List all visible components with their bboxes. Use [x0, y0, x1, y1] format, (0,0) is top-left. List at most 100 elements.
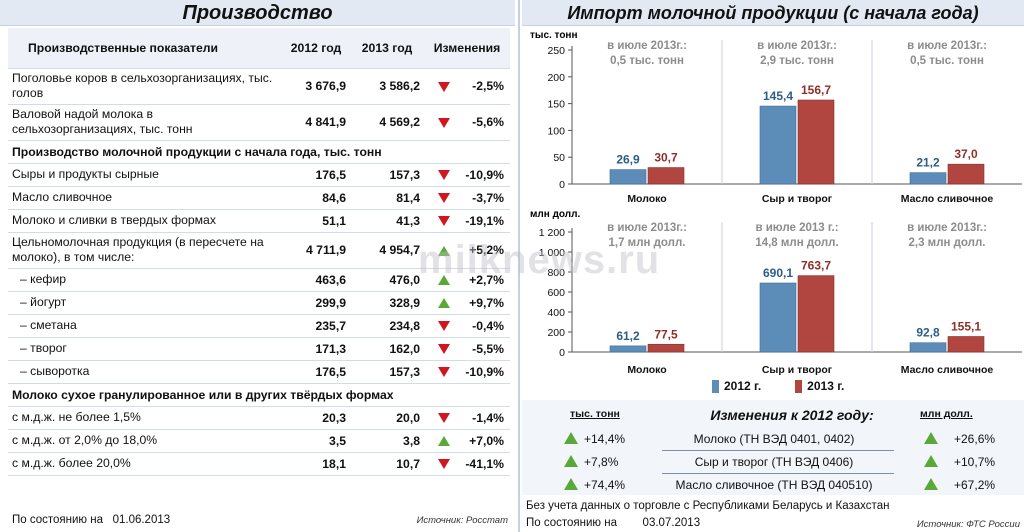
- bar-2013: [647, 343, 685, 353]
- changes-row: +14,4% Молоко (ТН ВЭД 0401, 0402) +26,6%: [522, 428, 1024, 450]
- changes-volume: +14,4%: [584, 432, 626, 446]
- bar-2012: [909, 172, 947, 185]
- down-arrow-icon: [438, 170, 450, 181]
- down-arrow-icon: [438, 321, 450, 332]
- changes-volume: +7,8%: [584, 455, 619, 469]
- value-2012: 18,1: [282, 452, 350, 476]
- value-2012: 299,9: [282, 291, 350, 315]
- table-row: с м.д.ж. более 20,0% 18,1 10,7 -41,1%: [8, 452, 510, 476]
- value-2013: 81,4: [350, 186, 424, 210]
- july-note-value: 14,8 млн долл.: [755, 237, 838, 249]
- value-2012: 84,6: [282, 186, 350, 210]
- change-cell: -0,4%: [424, 314, 510, 338]
- legend-2013: 2013 г.: [795, 379, 844, 393]
- up-arrow-icon: [438, 275, 450, 286]
- change-value: -41,1%: [465, 456, 504, 471]
- y-tick-label: 1 200: [539, 227, 565, 239]
- y-tick-label: 150: [547, 99, 565, 111]
- y-axis-unit: млн долл.: [530, 209, 580, 220]
- july-note-label: в июле 2013г.:: [757, 40, 837, 52]
- category-label: Масло сливочное: [901, 364, 994, 376]
- bar-value-label: 690,1: [763, 266, 793, 280]
- down-arrow-icon: [438, 459, 450, 470]
- y-tick-label: 200: [547, 327, 565, 339]
- right-footer-label: По состоянию на: [526, 517, 617, 529]
- left-footer-date: 01.06.2013: [112, 514, 171, 526]
- bar-value-label: 156,7: [801, 83, 831, 97]
- row-label: Валовой надой молока в сельхозорганизаци…: [8, 104, 282, 141]
- bar-2012: [909, 342, 947, 353]
- bar-value-label: 37,0: [954, 147, 978, 161]
- import-panel: Импорт молочной продукции (с начала года…: [522, 0, 1024, 532]
- changes-row: +74,4% Масло сливочное (ТН ВЭД 040510) +…: [522, 474, 1024, 496]
- up-arrow-icon: [924, 455, 938, 467]
- table-row: Поголовье коров в сельхозорганизациях, т…: [8, 68, 510, 105]
- bar-value-label: 26,9: [616, 153, 640, 167]
- y-tick-label: 400: [547, 307, 565, 319]
- header-2013: 2013 год: [350, 28, 424, 69]
- bar-2013: [947, 336, 985, 353]
- watermark-logo: milknews.ru: [418, 238, 661, 282]
- change-cell: -3,7%: [424, 186, 510, 210]
- july-note-value: 1,7 млн долл.: [609, 237, 686, 249]
- change-cell: -5,6%: [424, 104, 510, 141]
- row-label: с м.д.ж. не более 1,5%: [8, 406, 282, 430]
- legend-swatch-2013: [795, 379, 803, 393]
- change-value: -19,1%: [465, 213, 504, 228]
- bar-value-label: 763,7: [801, 259, 831, 273]
- chart-legend: 2012 г. 2013 г.: [712, 379, 844, 393]
- row-label: Молоко и сливки в твердых формах: [8, 209, 282, 233]
- header-2012: 2012 год: [282, 28, 350, 69]
- row-label: Сыры и продукты сырные: [8, 163, 282, 187]
- change-value: +7,0%: [469, 433, 504, 448]
- change-cell: +7,0%: [424, 429, 510, 453]
- header-indicators: Производственные показатели: [8, 28, 282, 69]
- y-tick-label: 0: [559, 347, 565, 359]
- table-row: – йогурт 299,9 328,9 +9,7%: [8, 291, 510, 315]
- value-2012: 463,6: [282, 268, 350, 292]
- bar-value-label: 61,2: [616, 329, 640, 343]
- change-value: -5,5%: [472, 341, 504, 356]
- production-title: Производство: [0, 0, 515, 26]
- value-2012: 176,5: [282, 163, 350, 187]
- y-tick-label: 100: [547, 125, 565, 137]
- right-footer-date: 03.07.2013: [642, 517, 701, 529]
- bar-value-label: 21,2: [916, 156, 940, 170]
- right-footer: Без учета данных о торговле с Республика…: [526, 498, 1022, 532]
- row-label: – сметана: [8, 314, 282, 338]
- change-value: +2,7%: [469, 272, 504, 287]
- change-cell: -10,9%: [424, 360, 510, 384]
- change-value: -10,9%: [465, 167, 504, 182]
- table-row: – сыворотка 176,5 157,3 -10,9%: [8, 360, 510, 384]
- table-row: с м.д.ж. не более 1,5% 20,3 20,0 -1,4%: [8, 406, 510, 430]
- y-tick-label: 600: [547, 287, 565, 299]
- value-2012: 4 711,9: [282, 232, 350, 269]
- right-source: Источник: ФТС России: [916, 519, 1020, 530]
- production-panel: Производство Производственные показатели…: [0, 0, 515, 526]
- value-2013: 3 586,2: [350, 68, 424, 105]
- right-footer-note: Без учета данных о торговле с Республика…: [526, 500, 890, 512]
- value-2012: 176,5: [282, 360, 350, 384]
- panel-divider: [518, 0, 520, 532]
- row-label: Масло сливочное: [8, 186, 282, 210]
- value-2012: 3,5: [282, 429, 350, 453]
- changes-value: +67,2%: [954, 478, 996, 492]
- production-table: Производственные показатели 2012 год 201…: [8, 28, 510, 476]
- changes-product: Масло сливочное (ТН ВЭД 040510): [675, 478, 873, 492]
- july-note-value: 0,5 тыс. тонн: [910, 55, 984, 67]
- changes-right-unit: млн долл.: [920, 408, 973, 420]
- bar-2012: [609, 345, 647, 353]
- category-label: Молоко: [627, 364, 666, 376]
- change-cell: -1,4%: [424, 406, 510, 430]
- table-row: Цельномолочная продукция (в пересчете на…: [8, 232, 510, 269]
- changes-product: Молоко (ТН ВЭД 0401, 0402): [693, 432, 855, 446]
- value-2013: 157,3: [350, 163, 424, 187]
- table-row: Валовой надой молока в сельхозорганизаци…: [8, 104, 510, 141]
- change-value: -5,6%: [472, 115, 504, 129]
- bar-value-label: 77,5: [654, 327, 678, 341]
- change-value: +5,2%: [469, 243, 504, 257]
- changes-title: Изменения к 2012 году:: [710, 407, 874, 423]
- section-title: Производство молочной продукции с начала…: [8, 140, 510, 164]
- value-2013: 4 954,7: [350, 232, 424, 269]
- left-footer-label: По состоянию на: [12, 514, 103, 526]
